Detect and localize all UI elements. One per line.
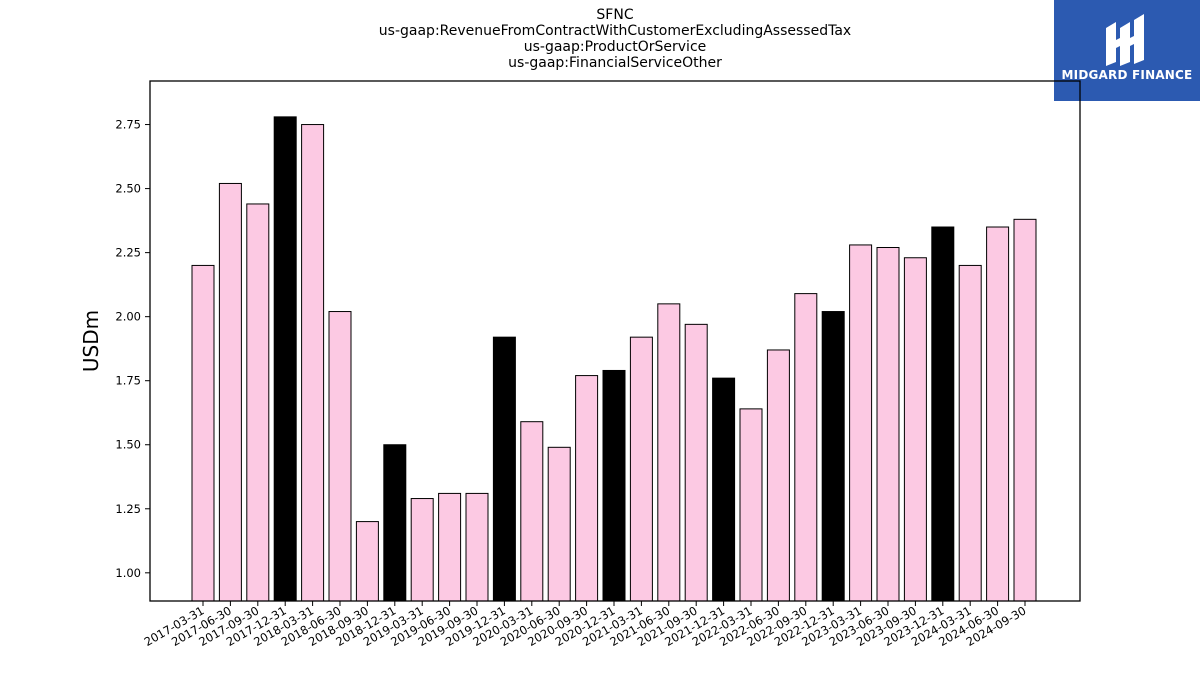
y-tick-label: 2.25	[115, 246, 141, 260]
bar	[410, 498, 434, 602]
bar	[629, 336, 653, 602]
bar	[492, 336, 516, 602]
bar	[383, 444, 407, 602]
y-tick-label: 2.50	[115, 182, 141, 196]
bar	[931, 226, 955, 602]
y-tick-label: 2.00	[115, 310, 141, 324]
bar	[712, 377, 736, 602]
chart-title-line: SFNC	[596, 7, 634, 23]
bar	[602, 369, 626, 602]
bar	[821, 311, 845, 602]
y-tick-label: 1.75	[115, 374, 141, 388]
bar	[355, 521, 379, 602]
bar	[1013, 218, 1037, 602]
bar	[218, 182, 242, 602]
bar	[547, 446, 571, 602]
bar	[575, 375, 599, 602]
bar	[191, 264, 215, 602]
logo-text: MIDGARD FINANCE	[1061, 68, 1193, 82]
y-tick-label: 1.00	[115, 566, 141, 580]
bar	[739, 408, 763, 602]
bar	[849, 244, 873, 602]
plot-frame	[149, 80, 1081, 602]
y-axis-label: USDm	[79, 310, 103, 372]
bar	[958, 264, 982, 602]
bar	[273, 116, 297, 602]
bar	[903, 257, 927, 602]
chart-title: SFNC us-gaap:RevenueFromContractWithCust…	[150, 7, 1080, 71]
bar	[766, 349, 790, 602]
bar	[328, 311, 352, 602]
bar	[520, 421, 544, 602]
bar	[301, 124, 325, 602]
bar	[657, 303, 681, 602]
chart-title-line: us-gaap:FinancialServiceOther	[508, 55, 722, 71]
chart-title-line: us-gaap:RevenueFromContractWithCustomerE…	[378, 23, 852, 39]
y-tick-label: 1.50	[115, 438, 141, 452]
bar	[794, 293, 818, 602]
y-tick-label: 1.25	[115, 502, 141, 516]
bar	[876, 247, 900, 602]
chart-title-line: us-gaap:ProductOrService	[523, 39, 707, 55]
bar	[465, 492, 489, 602]
logo-mark-icon	[1106, 14, 1144, 66]
bar	[438, 492, 462, 602]
bar	[684, 323, 708, 602]
bar	[986, 226, 1010, 602]
bar	[246, 203, 270, 602]
brand-logo: MIDGARD FINANCE	[1054, 0, 1200, 101]
y-tick-label: 2.75	[115, 118, 141, 132]
